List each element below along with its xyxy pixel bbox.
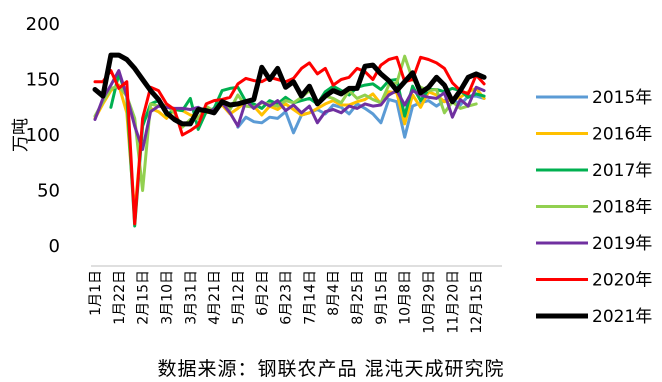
legend-label: 2018年 — [592, 198, 652, 218]
y-tick-label: 0 — [49, 236, 60, 257]
x-tick-label: 8月25日 — [350, 270, 366, 325]
legend-label: 2020年 — [592, 271, 652, 291]
legend-label: 2021年 — [592, 307, 652, 327]
source-note: 数据来源：钢联农产品 混沌天成研究院 — [157, 358, 504, 380]
x-tick-label: 6月23日 — [279, 270, 295, 325]
y-tick-label: 200 — [26, 14, 60, 35]
y-tick-label: 100 — [26, 125, 60, 146]
x-tick-label: 1月1日 — [88, 270, 104, 316]
legend-label: 2019年 — [592, 234, 652, 254]
x-tick-label: 11月20日 — [445, 270, 461, 334]
x-tick-label: 3月10日 — [159, 270, 175, 325]
y-axis-label: 万吨 — [11, 118, 31, 152]
x-tick-label: 2月15日 — [136, 270, 152, 325]
series-line-3 — [93, 54, 478, 192]
x-tick-label: 8月4日 — [326, 270, 342, 316]
legend-label: 2016年 — [592, 125, 652, 145]
legend-label: 2017年 — [592, 161, 652, 181]
x-tick-label: 1月22日 — [112, 270, 128, 325]
legend-label: 2015年 — [592, 88, 652, 108]
x-tick-label: 3月31日 — [183, 270, 199, 325]
x-tick-label: 10月8日 — [398, 270, 414, 325]
chart-axes: 0 50 100 150 200 1月1日 1月22日 2月15日 3月10日 3月31日 4月21… — [26, 14, 502, 334]
series-line-5 — [93, 55, 486, 226]
chart-legend: 2015年 2016年 2017年 2018年 2019年 2020年 2021年 — [536, 88, 652, 327]
x-tick-label: 5月12日 — [231, 270, 247, 325]
x-tick-label: 9月15日 — [374, 270, 390, 325]
y-tick-label: 50 — [37, 181, 60, 202]
series-line-6 — [92, 52, 487, 127]
x-tick-label: 6月2日 — [255, 270, 271, 316]
chart-series — [92, 52, 487, 228]
x-tick-label: 7月14日 — [302, 270, 318, 325]
x-tick-label: 12月15日 — [469, 270, 485, 334]
x-tick-label: 10月29日 — [422, 270, 438, 334]
x-tick-label: 4月21日 — [207, 270, 223, 325]
y-tick-label: 150 — [26, 70, 60, 91]
